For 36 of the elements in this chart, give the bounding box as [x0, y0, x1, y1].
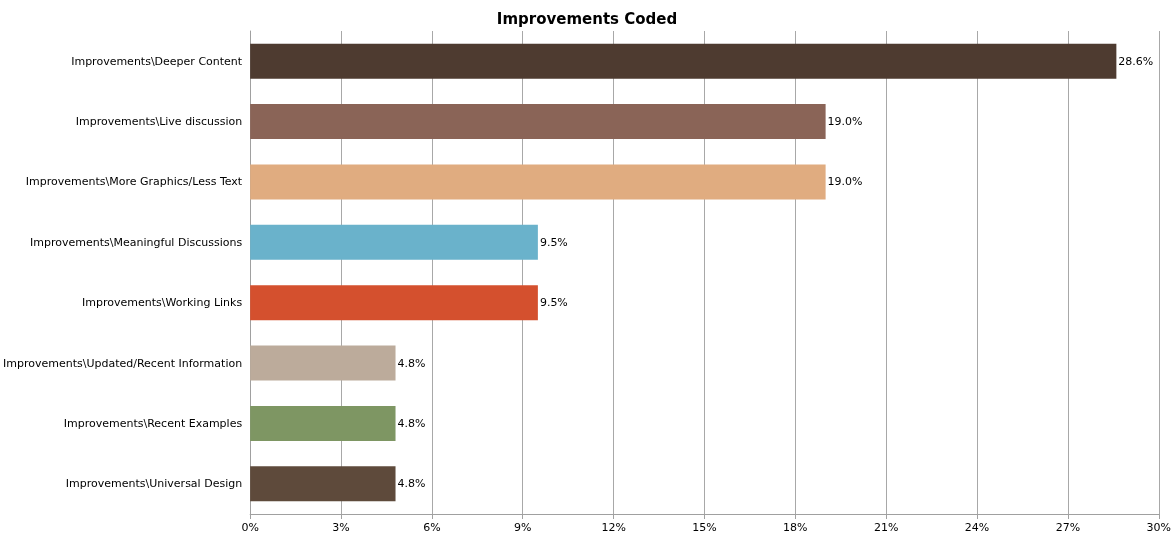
bar — [250, 224, 538, 260]
x-tick-label: 30% — [1146, 521, 1171, 533]
bar — [250, 285, 538, 321]
data-label: 28.6% — [1118, 54, 1154, 68]
y-tick-label: Improvements\Working Links — [82, 296, 243, 310]
bar — [250, 345, 396, 381]
y-tick-label: Improvements\Recent Examples — [63, 416, 243, 430]
y-tick-label: Improvements\More Graphics/Less Text — [25, 175, 243, 189]
bar — [250, 43, 1117, 79]
x-tick-label: 15% — [692, 521, 717, 533]
x-tick-label: 18% — [783, 521, 808, 533]
x-tick-label: 12% — [601, 521, 626, 533]
bar — [250, 466, 396, 502]
y-tick-label: Improvements\Deeper Content — [71, 54, 243, 68]
x-tick-label: 27% — [1055, 521, 1081, 533]
y-tick-label: Improvements\Updated/Recent Information — [2, 356, 243, 370]
y-tick-label: Improvements\Live discussion — [75, 115, 243, 129]
x-tick-label: 6% — [423, 521, 441, 533]
chart-title: Improvements Coded — [496, 9, 678, 28]
y-tick-label: Improvements\Meaningful Discussions — [30, 235, 243, 249]
y-tick-label: Improvements\Universal Design — [65, 477, 243, 491]
data-label: 19.0% — [827, 115, 863, 129]
x-tick-label: 9% — [514, 521, 532, 533]
x-tick-label: 3% — [332, 521, 350, 533]
data-label: 19.0% — [827, 175, 863, 189]
bar — [250, 104, 826, 140]
data-label: 4.8% — [397, 356, 426, 370]
bar — [250, 164, 826, 200]
x-tick-label: 24% — [964, 521, 990, 533]
data-label: 9.5% — [539, 296, 568, 310]
data-label: 9.5% — [539, 235, 568, 249]
bar — [250, 405, 396, 441]
x-tick-label: 0% — [241, 521, 259, 533]
x-tick-label: 21% — [873, 521, 899, 533]
data-label: 4.8% — [397, 416, 426, 430]
data-label: 4.8% — [397, 477, 426, 491]
